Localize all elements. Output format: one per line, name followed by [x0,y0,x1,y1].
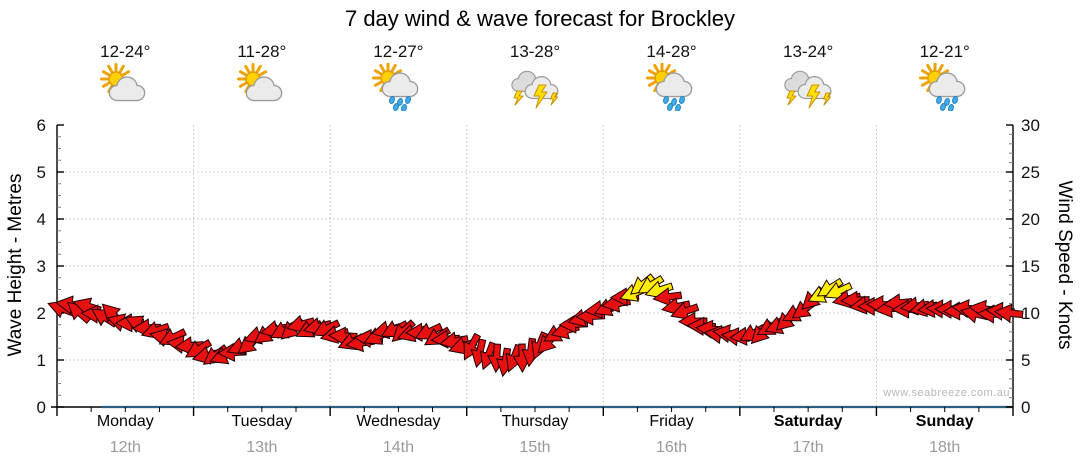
raindrop [389,96,396,104]
cloud [245,76,283,102]
day-date: 15th [519,439,551,456]
lightning-bolt [513,90,524,106]
sun-showers-icon [918,62,971,112]
wind-arrow [463,332,482,361]
raindrop [662,96,669,104]
right-axis-tick-label: 0 [1021,398,1030,417]
cloud [928,72,966,98]
lightning-bolt [823,92,832,106]
left-axis-tick-label: 1 [37,351,46,370]
day-date: 18th [929,439,961,456]
day-date: 12th [109,439,141,456]
chart-title: 7 day wind & wave forecast for Brockley [344,6,736,31]
wind-arrow [993,303,1024,323]
watermark: www.seabreeze.com.au [883,387,1010,399]
partly-cloudy-icon [99,63,151,111]
lightning-bolt [806,84,821,109]
temp-range: 12-21° [919,42,970,61]
thunderstorm-icon [782,63,834,111]
raindrop [951,96,958,104]
cloud [108,76,146,102]
temp-range: 11-28° [237,42,287,61]
temp-range: 12-24° [100,42,151,61]
day-name: Thursday [501,413,569,430]
wind-arrow [487,343,507,374]
day-date: 13th [246,439,278,456]
cloud [655,72,692,98]
temp-range: 13-24° [783,42,834,61]
right-axis-tick-label: 10 [1021,304,1040,323]
day-name: Monday [96,413,154,430]
right-axis-tick-label: 25 [1021,163,1040,182]
lightning-bolt [550,92,558,106]
raindrop [393,103,400,111]
right-axis-tick-label: 30 [1021,116,1040,135]
day-date: 16th [655,439,688,456]
raindrop [678,96,685,104]
sun-showers-icon [645,62,698,112]
day-name: Saturday [773,413,843,430]
left-axis-tick-label: 4 [37,210,46,229]
raindrop [405,96,412,104]
day-date: 17th [792,439,824,456]
left-axis-tick-label: 2 [37,304,46,323]
sun-showers-icon [372,62,424,112]
raindrop [666,103,673,111]
left-axis-tick-label: 6 [37,116,46,135]
left-axis-tick-label: 5 [37,163,46,182]
wind-arrow [670,301,700,320]
right-axis-tick-label: 5 [1021,351,1030,370]
right-axis-tick-label: 15 [1021,257,1040,276]
raindrop [935,96,942,104]
day-name: Sunday [915,413,974,430]
cloud [382,72,419,98]
left-axis-tick-label: 3 [37,257,46,276]
left-axis-tick-label: 0 [37,398,46,417]
day-name: Friday [649,413,694,430]
temp-range: 13-28° [509,42,561,61]
temp-range: 14-28° [646,42,697,61]
lightning-bolt [533,84,548,109]
wind-arrow [652,287,683,307]
lightning-bolt [786,90,797,106]
day-date: 14th [382,439,414,456]
thunderstorm-icon [509,63,561,111]
raindrop [939,103,946,111]
temp-range: 12-27° [373,42,424,61]
day-name: Tuesday [231,413,293,430]
right-axis-tick-label: 20 [1021,210,1040,229]
day-name: Wednesday [356,413,441,430]
partly-cloudy-icon [236,63,288,111]
